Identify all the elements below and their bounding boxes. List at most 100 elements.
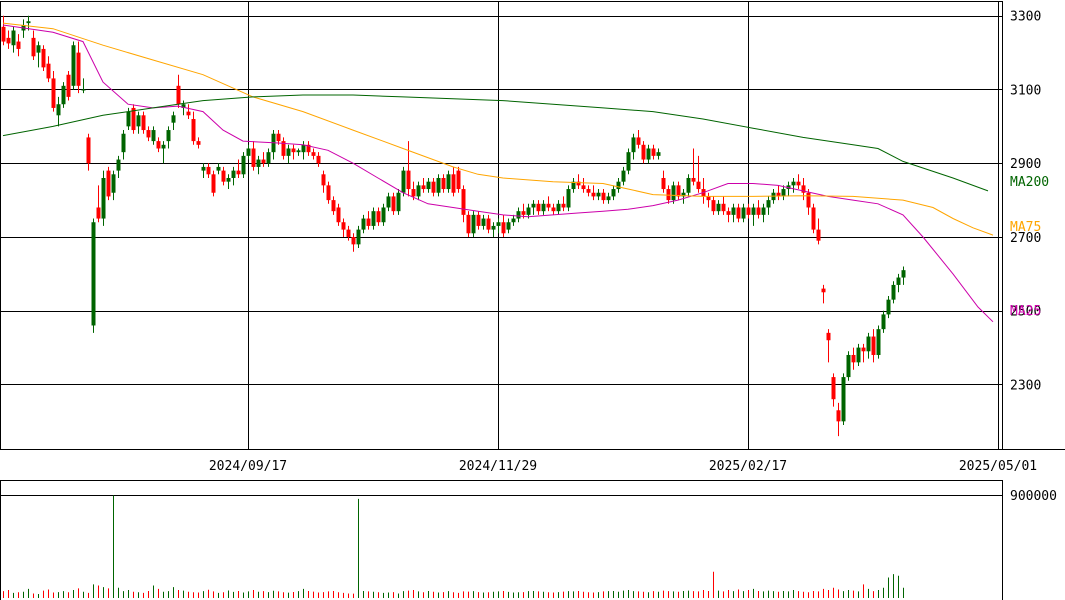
candle-body <box>86 137 91 164</box>
candle-body <box>796 181 801 186</box>
candle-body <box>711 200 716 212</box>
candle-body <box>471 214 476 234</box>
candle-body <box>351 236 356 245</box>
candle-body <box>691 177 696 182</box>
candle-body <box>231 170 236 178</box>
price-tick-label: 2700 <box>1010 231 1041 246</box>
candle-body <box>116 159 121 171</box>
candle-body <box>131 107 136 131</box>
candle-body <box>286 148 291 156</box>
candle-body <box>466 214 471 234</box>
candle-body <box>256 159 261 167</box>
candle-body <box>746 207 751 215</box>
candle-body <box>311 152 316 156</box>
candle-body <box>316 155 321 164</box>
candle-body <box>146 130 151 138</box>
candle-body <box>56 104 61 116</box>
candle-body <box>896 277 901 285</box>
candle-body <box>41 48 46 68</box>
candle-body <box>376 211 381 223</box>
candle-body <box>721 203 726 212</box>
price-tick-label: 2500 <box>1010 305 1041 320</box>
candle-body <box>516 211 521 219</box>
candle-body <box>686 177 691 193</box>
candle-body <box>431 181 436 193</box>
price-tick-label: 2900 <box>1010 157 1041 172</box>
candle-body <box>811 207 816 230</box>
candle-body <box>496 222 501 226</box>
volume-tick-label: 900000 <box>1010 489 1057 504</box>
candle-body <box>126 111 131 127</box>
candle-body <box>391 196 396 212</box>
candle-body <box>556 203 561 212</box>
candle-body <box>806 192 811 208</box>
candle-body <box>186 111 191 116</box>
candle-body <box>741 207 746 219</box>
candle-body <box>136 115 141 127</box>
candle-body <box>801 185 806 193</box>
ma75-label: MA75 <box>1010 220 1041 235</box>
candle-body <box>101 177 106 219</box>
date-tick-label: 2024/11/29 <box>459 459 537 474</box>
candle-body <box>226 177 231 182</box>
candle-body <box>631 137 636 153</box>
candle-body <box>206 166 211 175</box>
candle-body <box>426 181 431 190</box>
candle-body <box>416 185 421 197</box>
candle-body <box>856 347 861 363</box>
candle-body <box>846 354 851 378</box>
ma200-line <box>2 94 989 192</box>
date-tick-label: 2024/09/17 <box>209 459 287 474</box>
candle-body <box>296 150 301 153</box>
candle-body <box>61 85 66 105</box>
candle-body <box>586 189 591 193</box>
candle-body <box>601 192 606 201</box>
candle-body <box>51 78 56 108</box>
candle-body <box>181 104 186 108</box>
candle-body <box>16 41 21 49</box>
candle-body <box>536 203 541 212</box>
candle-body <box>111 174 116 193</box>
candle-body <box>826 332 831 341</box>
candle-body <box>341 222 346 230</box>
candle-body <box>881 314 886 330</box>
candle-body <box>106 170 111 197</box>
candle-body <box>196 141 201 145</box>
candle-body <box>551 207 556 212</box>
candle-body <box>646 148 651 160</box>
candle-body <box>511 218 516 223</box>
candle-body <box>236 170 241 175</box>
candle-body <box>201 166 206 171</box>
candle-body <box>96 207 101 219</box>
candle-body <box>776 192 781 197</box>
candle-body <box>446 174 451 190</box>
candle-body <box>486 218 491 230</box>
candle-body <box>901 270 906 278</box>
candle-body <box>871 336 876 355</box>
candle-body <box>81 89 86 91</box>
candle-body <box>816 229 821 241</box>
candle-body <box>26 21 31 24</box>
candle-body <box>861 347 866 352</box>
candle-body <box>451 174 456 193</box>
candle-body <box>246 148 251 156</box>
candle-body <box>221 170 226 182</box>
candle-body <box>491 225 496 230</box>
candle-body <box>596 192 601 197</box>
candle-body <box>696 181 701 190</box>
candle-body <box>91 222 96 326</box>
price-tick-label: 3300 <box>1010 10 1041 25</box>
candle-body <box>886 299 891 315</box>
candle-body <box>156 141 161 149</box>
candle-body <box>576 181 581 186</box>
date-tick-label: 2025/05/01 <box>959 459 1037 474</box>
candle-body <box>76 52 81 86</box>
candle-body <box>706 196 711 201</box>
candle-body <box>531 203 536 208</box>
candle-body <box>46 63 51 79</box>
candle-body <box>306 144 311 153</box>
candle-body <box>621 170 626 182</box>
candle-body <box>481 218 486 226</box>
candle-body <box>421 185 426 190</box>
candle-body <box>541 203 546 212</box>
